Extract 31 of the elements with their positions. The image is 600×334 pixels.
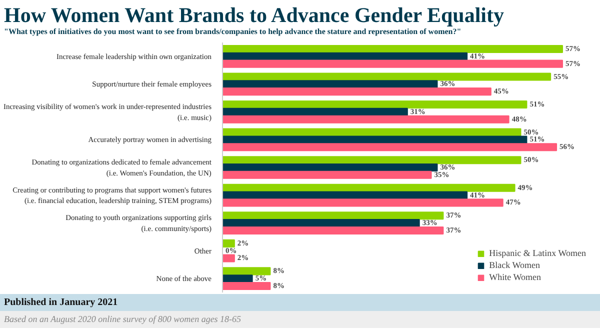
bar <box>222 44 563 53</box>
bar <box>222 108 408 116</box>
chart-subtitle: "What types of initiatives do you most want to see from brands/companies to help advance the stature and representation of women?" <box>4 26 462 38</box>
legend-label: White Women <box>489 272 542 282</box>
bar <box>222 282 271 290</box>
bar <box>222 219 420 228</box>
bar <box>222 226 444 234</box>
bar <box>222 72 552 81</box>
bar <box>222 254 235 262</box>
bar <box>222 60 563 68</box>
bar <box>222 88 492 96</box>
bar <box>222 100 528 109</box>
bar <box>222 115 510 124</box>
bar <box>222 163 438 172</box>
bar <box>222 212 444 220</box>
bar <box>222 156 522 164</box>
text: Based on an August 2020 online survey of 800 women ages 18-65 <box>4 313 242 326</box>
bar <box>222 52 468 60</box>
legend-label: Black Women <box>489 260 540 270</box>
bar <box>222 184 516 192</box>
bar <box>222 198 504 207</box>
bar <box>222 143 558 152</box>
bar <box>222 239 235 248</box>
chart-title: How Women Want Brands to Advance Gender Equality <box>4 2 504 28</box>
bar <box>222 267 271 276</box>
bar <box>222 80 438 88</box>
text: Published in January 2021 <box>4 296 118 310</box>
legend-label: Hispanic & Latinx Women <box>489 248 586 258</box>
bar <box>222 274 253 283</box>
bar <box>222 170 432 179</box>
bar <box>222 136 528 144</box>
